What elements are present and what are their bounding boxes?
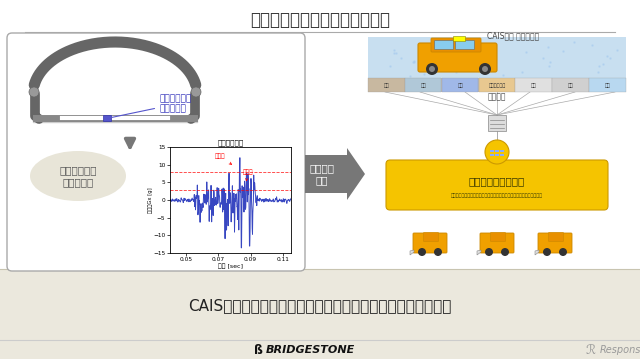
FancyBboxPatch shape bbox=[456, 41, 474, 50]
FancyBboxPatch shape bbox=[386, 160, 608, 210]
FancyBboxPatch shape bbox=[548, 233, 563, 242]
Text: 冬季道路管理の最適化への適用: 冬季道路管理の最適化への適用 bbox=[250, 11, 390, 29]
Bar bbox=[405, 78, 442, 92]
Circle shape bbox=[29, 87, 39, 97]
Bar bbox=[500, 154, 504, 156]
Bar bbox=[103, 115, 111, 121]
FancyBboxPatch shape bbox=[413, 233, 447, 253]
FancyBboxPatch shape bbox=[538, 233, 572, 253]
Circle shape bbox=[429, 66, 435, 72]
Bar bbox=[488, 115, 506, 131]
Text: ß: ß bbox=[253, 344, 262, 356]
Circle shape bbox=[426, 63, 438, 75]
Bar bbox=[552, 78, 589, 92]
FancyBboxPatch shape bbox=[424, 233, 438, 242]
Text: CAISで判別された路面状態を基に、道路管理作業を実施する: CAISで判別された路面状態を基に、道路管理作業を実施する bbox=[188, 298, 452, 313]
Text: 高速道路管理事務所: 高速道路管理事務所 bbox=[469, 176, 525, 186]
FancyBboxPatch shape bbox=[480, 233, 514, 253]
Bar bbox=[453, 36, 465, 41]
Bar bbox=[368, 37, 626, 79]
Circle shape bbox=[418, 248, 426, 256]
Bar bbox=[368, 78, 404, 92]
Text: Response.: Response. bbox=[600, 345, 640, 355]
FancyBboxPatch shape bbox=[490, 233, 506, 242]
X-axis label: 時間 [sec]: 時間 [sec] bbox=[218, 264, 243, 269]
Y-axis label: 加速度Gx [g]: 加速度Gx [g] bbox=[148, 187, 153, 213]
Text: 乾燥: 乾燥 bbox=[383, 83, 389, 88]
Bar bbox=[490, 154, 493, 156]
Bar bbox=[479, 78, 515, 92]
Bar bbox=[490, 149, 493, 152]
Circle shape bbox=[479, 63, 491, 75]
Text: 湿潤: 湿潤 bbox=[457, 83, 463, 88]
Text: 積雪: 積雪 bbox=[531, 83, 537, 88]
Circle shape bbox=[559, 248, 567, 256]
Ellipse shape bbox=[30, 151, 126, 201]
Bar bbox=[500, 149, 504, 152]
Circle shape bbox=[482, 66, 488, 72]
Circle shape bbox=[485, 248, 493, 256]
Text: 路面状態
判定: 路面状態 判定 bbox=[310, 163, 335, 185]
Text: 路面情報: 路面情報 bbox=[488, 93, 506, 102]
Text: 凍結: 凍結 bbox=[605, 83, 611, 88]
Polygon shape bbox=[410, 250, 414, 255]
Bar bbox=[495, 149, 499, 152]
Text: BRIDGESTONE: BRIDGESTONE bbox=[266, 345, 355, 355]
Text: 振動小: 振動小 bbox=[243, 169, 253, 181]
Text: リアルタイムに把握・凍結防止剤散布の影響を判断し豪雪対策作業実施: リアルタイムに把握・凍結防止剤散布の影響を判断し豪雪対策作業実施 bbox=[451, 194, 543, 199]
Circle shape bbox=[501, 248, 509, 256]
Text: 半湿: 半湿 bbox=[420, 83, 426, 88]
Text: シャーベット: シャーベット bbox=[488, 83, 506, 88]
Text: 振動大: 振動大 bbox=[215, 153, 232, 164]
Text: 加速度センサ
（周方向）: 加速度センサ （周方向） bbox=[112, 94, 192, 117]
Circle shape bbox=[434, 248, 442, 256]
Circle shape bbox=[485, 140, 509, 164]
Circle shape bbox=[191, 87, 201, 97]
FancyBboxPatch shape bbox=[435, 41, 454, 50]
Bar bbox=[515, 78, 552, 92]
FancyArrow shape bbox=[305, 148, 365, 200]
Circle shape bbox=[543, 248, 551, 256]
Text: CAIS搭載 普及道路車: CAIS搭載 普及道路車 bbox=[487, 32, 539, 41]
FancyBboxPatch shape bbox=[7, 33, 305, 271]
Text: ℛ: ℛ bbox=[586, 344, 596, 356]
Text: 圧雪: 圧雪 bbox=[568, 83, 573, 88]
Bar bbox=[589, 78, 626, 92]
FancyBboxPatch shape bbox=[418, 43, 497, 72]
Bar bbox=[368, 78, 626, 92]
FancyBboxPatch shape bbox=[431, 38, 481, 52]
Text: 接地面付近の
加速度情報: 接地面付近の 加速度情報 bbox=[60, 165, 97, 187]
Bar bbox=[0, 269, 640, 359]
Bar bbox=[495, 154, 499, 156]
Polygon shape bbox=[477, 250, 481, 255]
Title: 氷路の波形例: 氷路の波形例 bbox=[217, 139, 244, 146]
Bar bbox=[442, 78, 478, 92]
Polygon shape bbox=[535, 250, 539, 255]
